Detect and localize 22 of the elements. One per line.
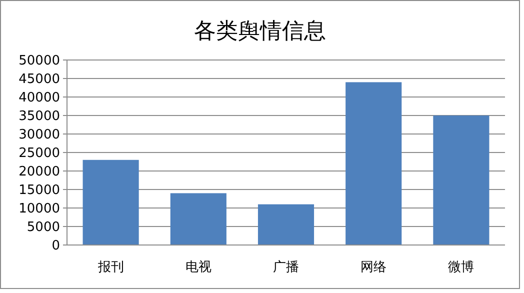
y-tick-label: 35000 <box>18 109 60 124</box>
x-tick-label: 网络 <box>360 260 387 275</box>
x-tick-label: 微博 <box>448 260 474 275</box>
bar <box>170 193 226 245</box>
y-tick-label: 30000 <box>18 128 60 143</box>
y-tick-label: 25000 <box>18 146 60 162</box>
bar <box>433 116 490 245</box>
x-tick-label: 电视 <box>185 260 212 275</box>
x-tick-label: 广播 <box>273 260 299 275</box>
bar <box>346 82 402 245</box>
y-tick-label: 50000 <box>18 54 60 69</box>
y-tick-label: 0 <box>52 238 60 254</box>
y-tick-label: 10000 <box>18 202 60 217</box>
x-tick-label: 报刊 <box>96 260 124 275</box>
y-tick-label: 45000 <box>18 72 60 88</box>
chart-title: 各类舆情信息 <box>194 19 326 44</box>
bar <box>258 204 314 245</box>
y-tick-label: 15000 <box>18 183 60 198</box>
y-tick-label: 40000 <box>18 90 60 106</box>
bar <box>82 160 139 245</box>
y-tick-label: 20000 <box>18 164 60 180</box>
y-tick-label: 5000 <box>26 220 60 236</box>
